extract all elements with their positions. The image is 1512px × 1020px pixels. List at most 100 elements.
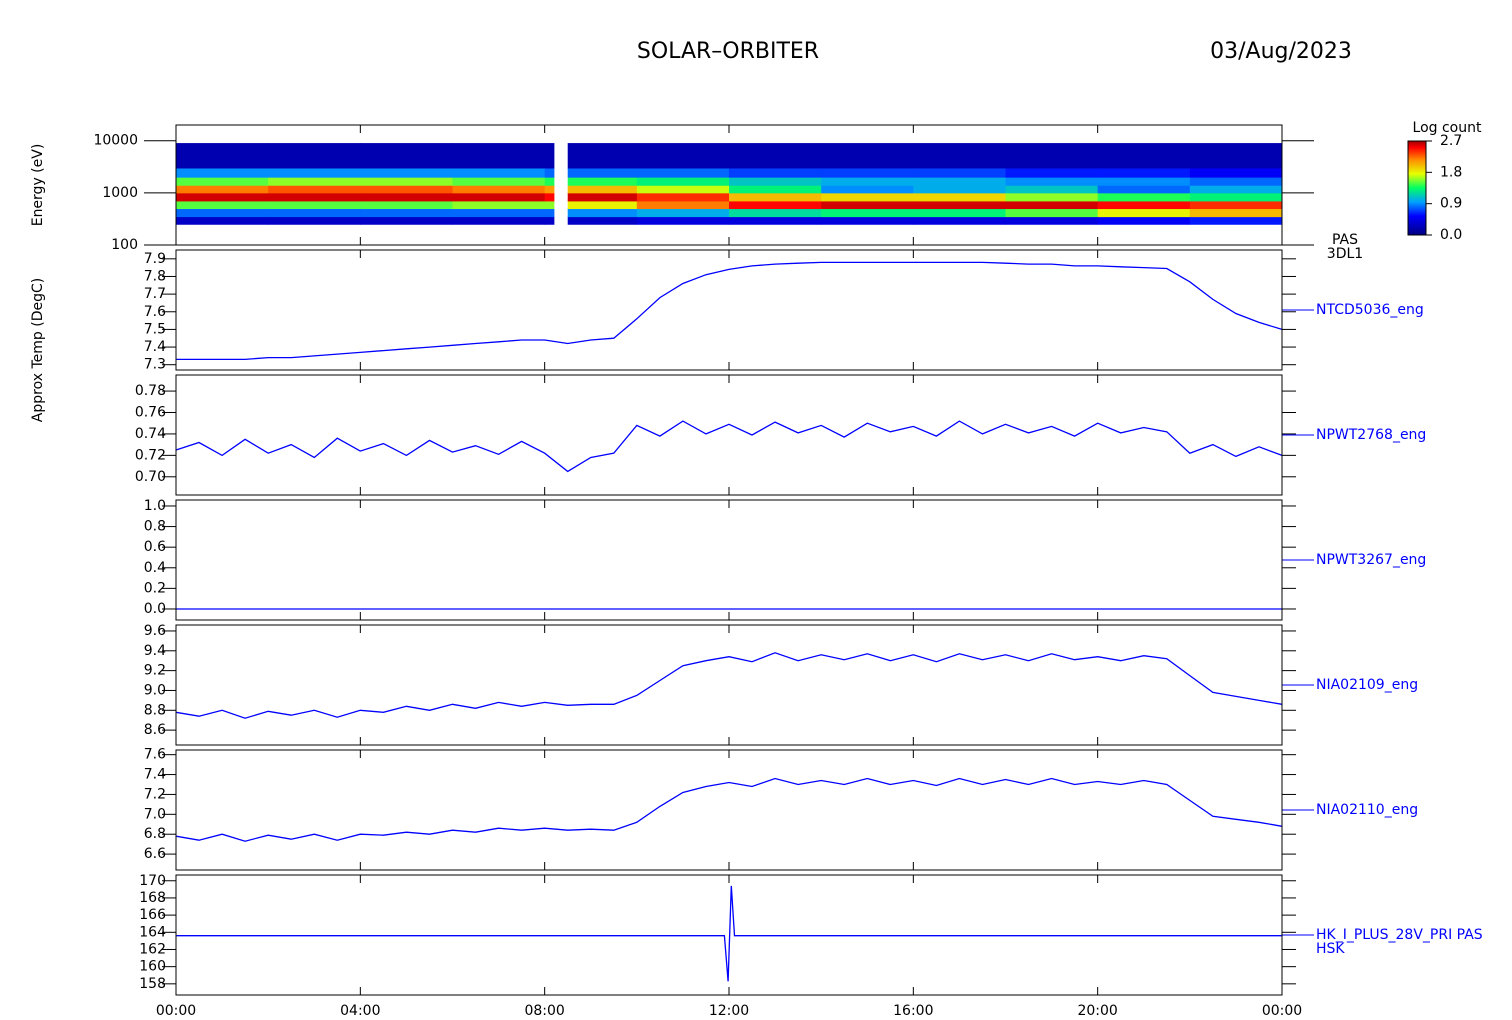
y-tick-label: 168 bbox=[139, 890, 166, 906]
y-tick-label: 9.4 bbox=[144, 643, 166, 659]
data-line bbox=[176, 261, 1283, 361]
heatmap-cell bbox=[176, 208, 269, 218]
heatmap-cell bbox=[1097, 192, 1191, 202]
y-tick-label: 7.6 bbox=[144, 747, 166, 763]
panel-frame bbox=[175, 374, 1283, 496]
heatmap-cell bbox=[567, 208, 638, 218]
heatmap-cell bbox=[821, 177, 914, 186]
y-tick-label: 1.0 bbox=[144, 498, 166, 514]
series-label: HSK bbox=[1316, 941, 1345, 957]
heatmap-cell bbox=[1097, 177, 1191, 186]
heatmap-cell bbox=[360, 177, 453, 186]
y-tick-label: 10000 bbox=[93, 133, 138, 149]
heatmap-cell bbox=[729, 143, 822, 169]
heatmap-cell bbox=[452, 216, 546, 225]
heatmap-cell bbox=[1189, 185, 1283, 194]
heatmap-cell bbox=[729, 167, 822, 178]
y-tick-label: 162 bbox=[139, 941, 166, 957]
heatmap-cell bbox=[729, 177, 822, 186]
colorbar-tick-label: 1.8 bbox=[1440, 164, 1462, 180]
heatmap-cell bbox=[636, 200, 730, 210]
heatmap-cell bbox=[821, 200, 914, 210]
y-tick-label: 7.4 bbox=[144, 339, 166, 355]
y-tick-label: 9.6 bbox=[144, 623, 166, 639]
heatmap-cell bbox=[268, 177, 361, 186]
y-tick-label: 1000 bbox=[102, 185, 138, 201]
heatmap-cell bbox=[567, 143, 638, 169]
x-tick-label: 00:00 bbox=[156, 1003, 196, 1019]
heatmap-cell bbox=[821, 216, 914, 225]
heatmap-cell bbox=[729, 216, 822, 225]
heatmap-cell bbox=[913, 167, 1006, 178]
y-tick-label: 0.78 bbox=[135, 383, 166, 399]
heatmap-cell bbox=[636, 185, 730, 194]
chart-date: 03/Aug/2023 bbox=[1210, 39, 1352, 64]
heatmap-cell bbox=[360, 143, 453, 169]
y-tick-label: 166 bbox=[139, 907, 166, 923]
heatmap-cell bbox=[360, 200, 453, 210]
x-tick-label: 16:00 bbox=[893, 1003, 933, 1019]
heatmap-cell bbox=[636, 192, 730, 202]
heatmap-cell bbox=[452, 200, 546, 210]
x-tick-label: 20:00 bbox=[1077, 1003, 1117, 1019]
heatmap-cell bbox=[567, 216, 638, 225]
heatmap-cell bbox=[1005, 192, 1099, 202]
y-tick-label: 100 bbox=[111, 237, 138, 253]
heatmap-cell bbox=[913, 192, 1006, 202]
y-tick-label: 9.0 bbox=[144, 682, 166, 698]
heatmap-cell bbox=[913, 216, 1006, 225]
heatmap-cell bbox=[567, 185, 638, 194]
colorbar-tick-label: 0.0 bbox=[1440, 227, 1462, 243]
y-tick-label: 6.6 bbox=[144, 846, 166, 862]
y-tick-label: 0.70 bbox=[135, 469, 166, 485]
heatmap-cell bbox=[1189, 216, 1283, 225]
series-label: NIA02109_eng bbox=[1316, 677, 1418, 693]
panel-frame bbox=[175, 249, 1283, 371]
heatmap-cell bbox=[176, 167, 269, 178]
panel-frame bbox=[175, 499, 1283, 621]
y-tick-label: 0.74 bbox=[135, 426, 166, 442]
y-axis-label: Energy (eV) bbox=[30, 144, 46, 227]
x-tick-label: 12:00 bbox=[709, 1003, 749, 1019]
heatmap-cell bbox=[268, 143, 361, 169]
heatmap-cell bbox=[360, 192, 453, 202]
y-tick-label: 0.0 bbox=[144, 601, 166, 617]
heatmap-cell bbox=[821, 167, 914, 178]
colorbar-tick-label: 0.9 bbox=[1440, 196, 1462, 212]
heatmap-cell bbox=[636, 177, 730, 186]
panel-frame bbox=[175, 624, 1283, 746]
y-tick-label: 9.2 bbox=[144, 663, 166, 679]
heatmap-cell bbox=[1005, 208, 1099, 218]
heatmap-cell bbox=[268, 208, 361, 218]
chart-title: SOLAR–ORBITER bbox=[637, 39, 819, 64]
heatmap-cell bbox=[544, 208, 555, 218]
y-tick-label: 7.9 bbox=[144, 251, 166, 267]
series-label: NPWT3267_eng bbox=[1316, 552, 1426, 568]
heatmap-cell bbox=[567, 177, 638, 186]
x-tick-label: 04:00 bbox=[340, 1003, 380, 1019]
heatmap-cell bbox=[1097, 167, 1191, 178]
panel-frame bbox=[175, 874, 1283, 996]
heatmap-cell bbox=[1005, 143, 1099, 169]
heatmap-cell bbox=[636, 143, 730, 169]
heatmap-cell bbox=[452, 208, 546, 218]
heatmap-cell bbox=[729, 200, 822, 210]
y-tick-label: 7.3 bbox=[144, 357, 166, 373]
heatmap-cell bbox=[1097, 208, 1191, 218]
y-tick-label: 164 bbox=[139, 924, 166, 940]
y-tick-label: 7.4 bbox=[144, 767, 166, 783]
instrument-label: PAS bbox=[1332, 232, 1358, 248]
y-tick-label: 7.6 bbox=[144, 304, 166, 320]
y-tick-label: 7.2 bbox=[144, 786, 166, 802]
heatmap-cell bbox=[1097, 185, 1191, 194]
heatmap-cell bbox=[729, 208, 822, 218]
heatmap-cell bbox=[544, 185, 555, 194]
heatmap-cell bbox=[360, 167, 453, 178]
heatmap-cell bbox=[360, 185, 453, 194]
x-tick-label: 00:00 bbox=[1262, 1003, 1302, 1019]
y-tick-label: 0.4 bbox=[144, 560, 166, 576]
y-tick-label: 0.6 bbox=[144, 539, 166, 555]
heatmap-cell bbox=[452, 167, 546, 178]
y-tick-label: 7.7 bbox=[144, 286, 166, 302]
